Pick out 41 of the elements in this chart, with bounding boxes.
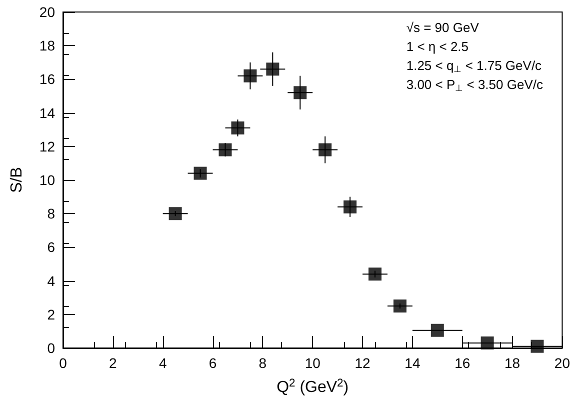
point bbox=[168, 207, 182, 220]
x-tick-label: 6 bbox=[208, 355, 217, 371]
y-tick-label: 14 bbox=[39, 104, 56, 121]
point bbox=[368, 268, 382, 281]
y-tick-label: 20 bbox=[39, 4, 56, 20]
annotation: 3.00 < P⊥ < 3.50 GeV/c bbox=[406, 77, 544, 93]
point bbox=[344, 200, 357, 214]
point bbox=[430, 324, 444, 337]
y-tick-label: 12 bbox=[39, 138, 56, 154]
y-tick-label: 4 bbox=[47, 272, 56, 289]
point bbox=[318, 143, 332, 156]
x-tick-label: 18 bbox=[504, 355, 520, 371]
annotation: 1 < η < 2.5 bbox=[406, 39, 469, 54]
x-tick-label: 4 bbox=[158, 355, 167, 371]
x-tick-label: 20 bbox=[554, 355, 570, 371]
x-tick-label: 14 bbox=[404, 355, 420, 371]
point bbox=[231, 121, 244, 134]
point bbox=[393, 300, 406, 312]
y-tick-label: 8 bbox=[47, 206, 56, 222]
x-tick-label: 16 bbox=[454, 355, 470, 371]
point bbox=[218, 143, 232, 156]
point bbox=[244, 69, 257, 82]
x-tick-label: 8 bbox=[258, 355, 267, 371]
y-tick-label: 16 bbox=[39, 71, 56, 88]
point bbox=[194, 166, 207, 180]
annotation: √s = 90 GeV bbox=[406, 20, 480, 35]
annotation: 1.25 < q⊥ < 1.75 GeV/c bbox=[406, 58, 542, 74]
y-axis-title: S/B bbox=[8, 167, 26, 193]
y-tick-label: 2 bbox=[47, 306, 56, 322]
y-tick-label: 18 bbox=[39, 38, 56, 54]
y-tick-label: 0 bbox=[47, 340, 56, 356]
x-tick-label: 10 bbox=[304, 355, 321, 371]
y-tick-label: 10 bbox=[39, 172, 56, 188]
point bbox=[266, 62, 280, 76]
point bbox=[480, 336, 494, 350]
x-tick-label: 2 bbox=[109, 355, 118, 371]
point bbox=[530, 340, 544, 353]
y-tick-label: 6 bbox=[47, 239, 56, 256]
point bbox=[294, 86, 307, 100]
x-tick-label: 0 bbox=[59, 355, 68, 371]
x-tick-label: 12 bbox=[354, 355, 371, 371]
